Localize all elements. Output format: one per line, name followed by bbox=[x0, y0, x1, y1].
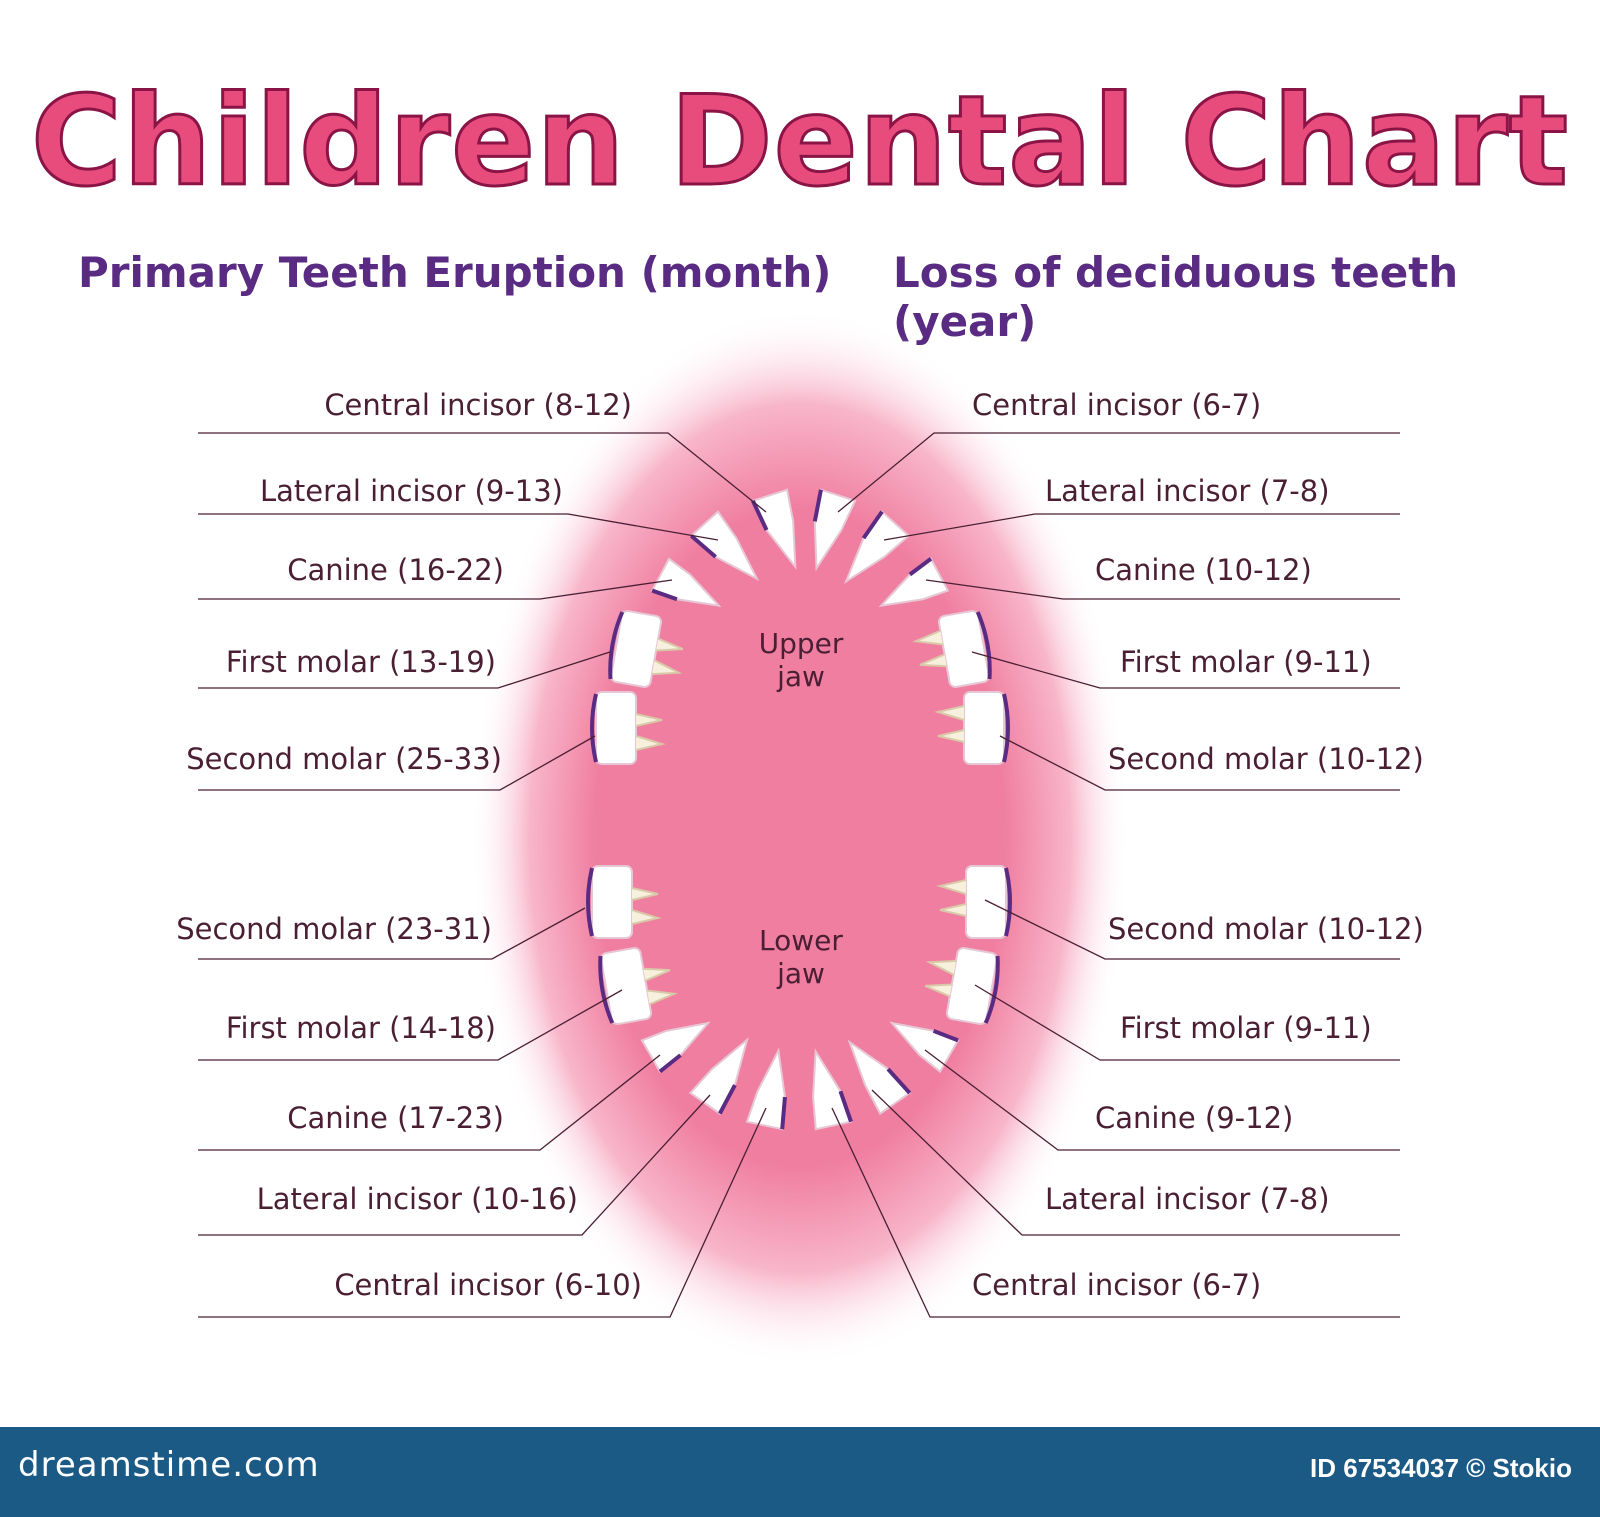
loss-label-upper-first-molar: First molar (9-11) bbox=[1120, 645, 1372, 679]
leader-line-loss-upper-second-molar bbox=[999, 735, 1400, 791]
leader-line-loss-lower-lateral-incisor bbox=[871, 1089, 1400, 1236]
leader-line-loss-upper-first-molar bbox=[971, 651, 1400, 689]
eruption-label-lower-lateral-incisor: Lateral incisor (10-16) bbox=[256, 1182, 578, 1216]
upper-jaw-label-line2: jaw bbox=[777, 660, 825, 693]
leader-line-eruption-lower-first-molar bbox=[198, 989, 623, 1061]
leader-line-eruption-lower-second-molar bbox=[198, 907, 586, 960]
eruption-label-upper-first-molar: First molar (13-19) bbox=[225, 645, 496, 679]
tooth-lower-right-second-molar bbox=[936, 865, 1012, 939]
leader-line-eruption-upper-central-incisor bbox=[198, 432, 767, 513]
loss-label-lower-central-incisor: Central incisor (6-7) bbox=[972, 1268, 1262, 1302]
eruption-label-lower-second-molar: Second molar (23-31) bbox=[176, 912, 492, 946]
eruption-label-upper-lateral-incisor: Lateral incisor (9-13) bbox=[260, 474, 563, 508]
tooth-upper-left-first-molar bbox=[608, 609, 684, 688]
leader-line-loss-upper-central-incisor bbox=[837, 432, 1400, 513]
leader-line-loss-lower-canine bbox=[924, 1049, 1400, 1151]
eruption-label-upper-canine: Canine (16-22) bbox=[287, 553, 504, 587]
lower-jaw-label-line1: Lower bbox=[759, 924, 843, 957]
eruption-label-upper-central-incisor: Central incisor (8-12) bbox=[324, 388, 632, 422]
eruption-label-upper-second-molar: Second molar (25-33) bbox=[186, 742, 502, 776]
loss-label-lower-lateral-incisor: Lateral incisor (7-8) bbox=[1045, 1182, 1330, 1216]
upper-jaw-label: Upper jaw bbox=[721, 627, 881, 693]
tooth-upper-right-first-molar bbox=[912, 609, 992, 688]
leader-line-loss-upper-lateral-incisor bbox=[883, 513, 1400, 541]
leader-line-eruption-upper-first-molar bbox=[198, 651, 611, 689]
tooth-lower-right-canine bbox=[889, 1021, 960, 1074]
tooth-lower-left-second-molar bbox=[586, 865, 662, 939]
tooth-lower-left-canine bbox=[640, 1021, 711, 1074]
mouth-diagram bbox=[198, 308, 1400, 1368]
tooth-lower-left-lateral-incisor bbox=[688, 1037, 749, 1116]
tooth-upper-right-central-incisor bbox=[812, 488, 857, 572]
tooth-upper-left-lateral-incisor bbox=[689, 510, 760, 582]
leader-line-loss-upper-canine bbox=[925, 579, 1400, 600]
eruption-label-lower-canine: Canine (17-23) bbox=[287, 1101, 504, 1135]
tooth-upper-left-central-incisor bbox=[751, 488, 797, 571]
leader-line-loss-lower-first-molar bbox=[974, 984, 1400, 1061]
tooth-lower-left-first-molar bbox=[598, 947, 678, 1026]
lower-jaw-label: Lower jaw bbox=[721, 924, 881, 990]
loss-label-upper-central-incisor: Central incisor (6-7) bbox=[972, 388, 1262, 422]
tooth-lower-right-first-molar bbox=[924, 947, 1000, 1026]
footer-image-id: ID 67534037 © Stokio bbox=[1310, 1453, 1572, 1483]
tooth-upper-right-canine bbox=[878, 557, 950, 608]
chart-title: Children Dental Chart bbox=[29, 69, 1570, 216]
loss-label-upper-lateral-incisor: Lateral incisor (7-8) bbox=[1045, 474, 1330, 508]
footer-brand[interactable]: dreamstime.com bbox=[18, 1445, 320, 1485]
leader-line-loss-lower-second-molar bbox=[984, 899, 1400, 960]
tooth-lower-right-lateral-incisor bbox=[847, 1039, 912, 1116]
loss-label-upper-canine: Canine (10-12) bbox=[1095, 553, 1312, 587]
teeth-group bbox=[586, 488, 1012, 1131]
leader-line-eruption-lower-canine bbox=[198, 1054, 661, 1151]
loss-label-lower-second-molar: Second molar (10-12) bbox=[1108, 912, 1424, 946]
loss-label-lower-first-molar: First molar (9-11) bbox=[1120, 1011, 1372, 1045]
eruption-heading: Primary Teeth Eruption (month) bbox=[78, 248, 832, 297]
leader-line-eruption-lower-lateral-incisor bbox=[198, 1094, 711, 1236]
tooth-lower-left-central-incisor bbox=[745, 1047, 787, 1131]
eruption-label-lower-first-molar: First molar (14-18) bbox=[225, 1011, 496, 1045]
leader-lines-group bbox=[198, 432, 1400, 1318]
tooth-upper-right-lateral-incisor bbox=[843, 510, 911, 585]
leader-line-eruption-upper-second-molar bbox=[198, 735, 596, 791]
leader-line-eruption-upper-canine bbox=[198, 579, 673, 600]
upper-jaw-label-line1: Upper bbox=[758, 627, 844, 660]
footer-bar: dreamstime.com ID 67534037 © Stokio bbox=[0, 1427, 1600, 1517]
leader-line-eruption-upper-lateral-incisor bbox=[198, 513, 719, 541]
tooth-upper-left-second-molar bbox=[590, 691, 666, 765]
loss-label-lower-canine: Canine (9-12) bbox=[1095, 1101, 1294, 1135]
leader-line-loss-lower-central-incisor bbox=[831, 1107, 1400, 1318]
tooth-upper-right-second-molar bbox=[934, 691, 1010, 765]
loss-label-upper-second-molar: Second molar (10-12) bbox=[1108, 742, 1424, 776]
tooth-upper-left-canine bbox=[650, 557, 722, 608]
leader-line-eruption-lower-central-incisor bbox=[198, 1107, 767, 1318]
tooth-lower-right-central-incisor bbox=[812, 1048, 853, 1131]
eruption-label-lower-central-incisor: Central incisor (6-10) bbox=[334, 1268, 642, 1302]
lower-jaw-label-line2: jaw bbox=[777, 957, 825, 990]
loss-heading: Loss of deciduous teeth (year) bbox=[893, 248, 1459, 346]
gum-area bbox=[470, 308, 1130, 1368]
